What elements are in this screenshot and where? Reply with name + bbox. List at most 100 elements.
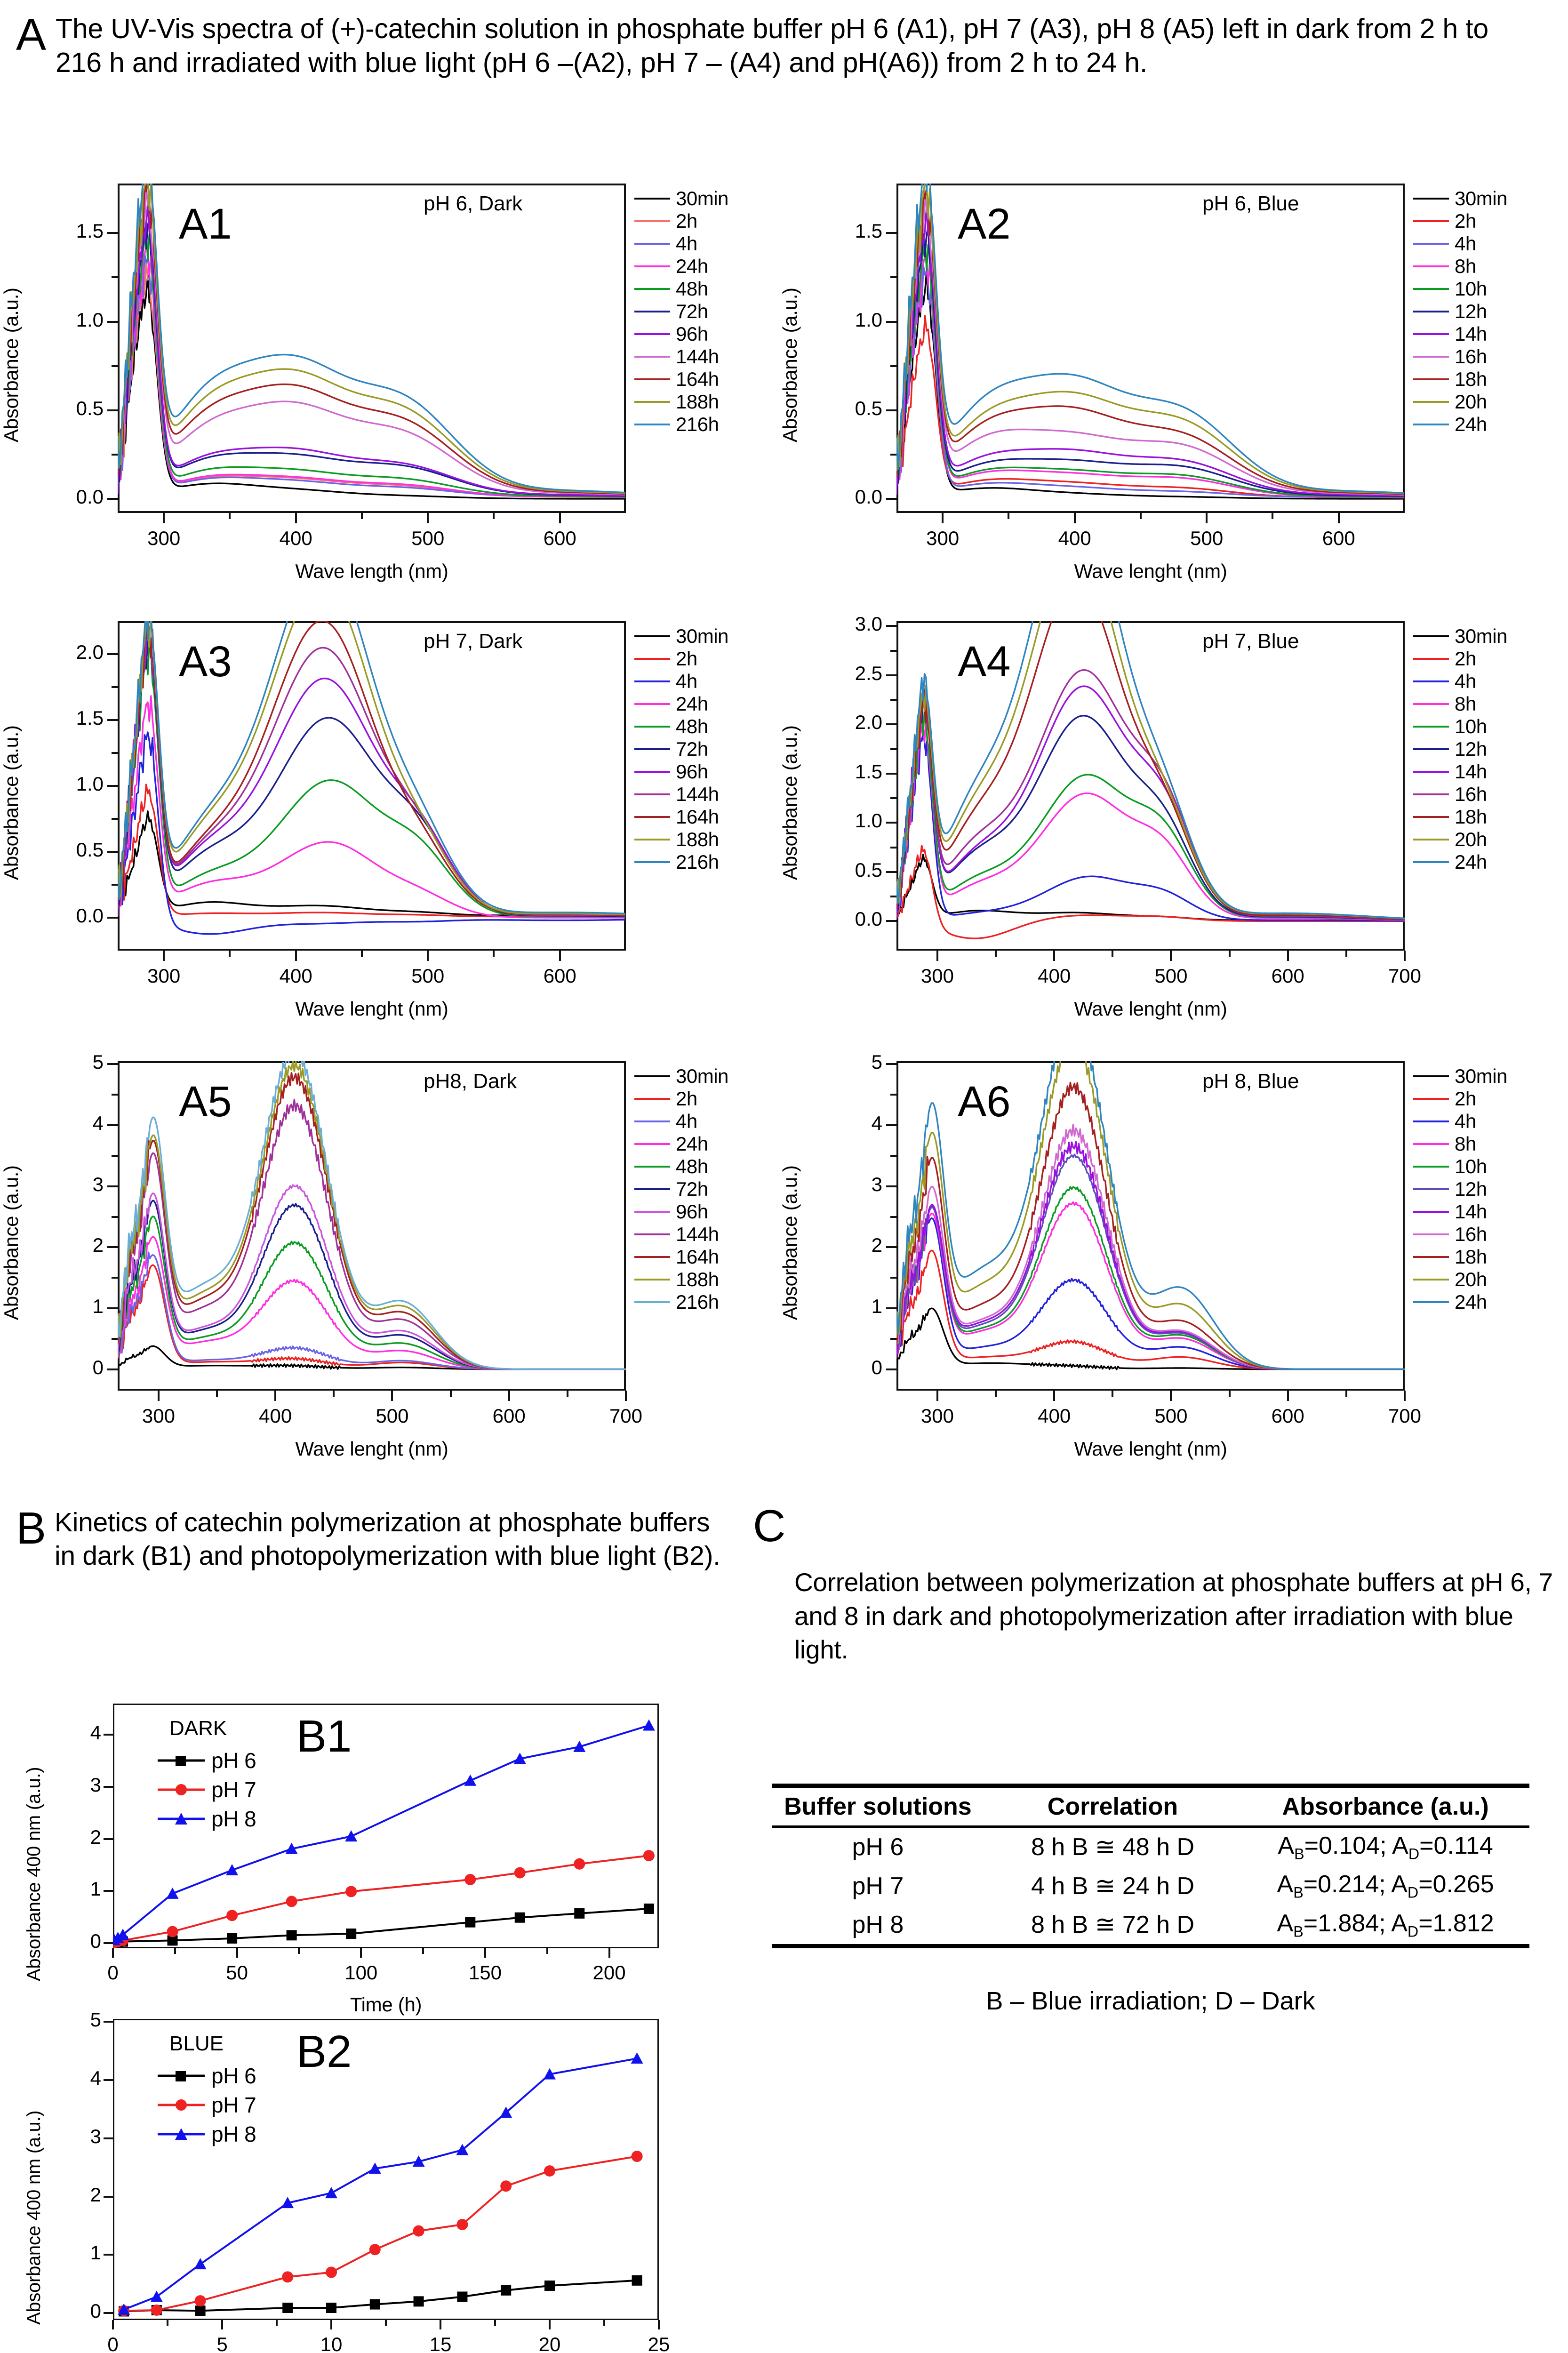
legend-line-swatch — [634, 1166, 670, 1168]
legend-label: 48h — [676, 278, 708, 300]
x-tick-label: 500 — [411, 527, 445, 549]
legend-line-swatch — [634, 243, 670, 245]
legend-item[interactable]: 20h — [1413, 1268, 1507, 1291]
legend-item[interactable]: 2h — [634, 648, 728, 670]
legend-item[interactable]: 24h — [634, 255, 728, 278]
legend-item[interactable]: pH 6 — [158, 1746, 256, 1775]
legend-item[interactable]: 16h — [1413, 345, 1507, 368]
legend-item[interactable]: 164h — [634, 1246, 728, 1268]
legend-item[interactable]: 216h — [634, 1291, 728, 1313]
legend-item[interactable]: 24h — [1413, 1291, 1507, 1313]
legend-item[interactable]: 2h — [1413, 210, 1507, 232]
legend-item[interactable]: 10h — [1413, 278, 1507, 300]
y-tick-label: 4 — [90, 1721, 101, 1744]
legend-item[interactable]: 24h — [634, 1133, 728, 1155]
legend-item[interactable]: 24h — [1413, 413, 1507, 436]
y-tick — [107, 653, 118, 655]
legend-item[interactable]: 12h — [1413, 1178, 1507, 1201]
legend-item[interactable]: 4h — [634, 232, 728, 255]
legend-item[interactable]: 72h — [634, 300, 728, 323]
condition-label: pH8, Dark — [424, 1070, 517, 1093]
cell-absorbance: AB=0.104; AD=0.114 — [1278, 1832, 1493, 1863]
legend-item[interactable]: 216h — [634, 413, 728, 436]
legend-item[interactable]: 164h — [634, 806, 728, 828]
legend-item[interactable]: 30min — [634, 187, 728, 210]
legend-item[interactable]: 48h — [634, 715, 728, 738]
data-point — [514, 1912, 525, 1923]
y-tick-label: 3 — [90, 1774, 101, 1796]
legend-item[interactable]: pH 6 — [158, 2061, 256, 2090]
legend-item[interactable]: 30min — [1413, 187, 1507, 210]
x-tick-label: 5 — [216, 2333, 228, 2353]
legend-item[interactable]: pH 7 — [158, 2090, 256, 2120]
legend-item[interactable]: 18h — [1413, 806, 1507, 828]
y-minor-tick — [112, 686, 118, 688]
legend-item[interactable]: 16h — [1413, 783, 1507, 806]
legend-item[interactable]: 30min — [634, 1065, 728, 1088]
legend-item[interactable]: 30min — [1413, 1065, 1507, 1088]
legend-item[interactable]: pH 7 — [158, 1775, 256, 1804]
y-minor-tick — [112, 1154, 118, 1157]
legend-item[interactable]: 8h — [1413, 1133, 1507, 1155]
legend-item[interactable]: 188h — [634, 1268, 728, 1291]
legend-item[interactable]: 10h — [1413, 1155, 1507, 1178]
legend-item[interactable]: 20h — [1413, 828, 1507, 851]
legend-item[interactable]: 18h — [1413, 1246, 1507, 1268]
x-tick — [295, 513, 297, 523]
legend-item[interactable]: 12h — [1413, 300, 1507, 323]
y-tick — [107, 497, 118, 500]
y-axis-label: Absorbance (a.u.) — [0, 725, 22, 880]
legend-item[interactable]: 14h — [1413, 1201, 1507, 1223]
data-point — [369, 2244, 381, 2256]
x-axis-label: Wave lenght (nm) — [295, 1438, 448, 1460]
legend-item[interactable]: 20h — [1413, 391, 1507, 413]
legend-item[interactable]: 24h — [634, 693, 728, 715]
legend-label: 8h — [1455, 1133, 1476, 1155]
legend-item[interactable]: 96h — [634, 1201, 728, 1223]
legend-item[interactable]: 216h — [634, 851, 728, 873]
legend-item[interactable]: 4h — [1413, 670, 1507, 693]
legend-item[interactable]: 16h — [1413, 1223, 1507, 1246]
x-minor-tick — [1008, 513, 1010, 519]
panel-id-a1: A1 — [179, 200, 232, 248]
legend-item[interactable]: 4h — [1413, 1110, 1507, 1133]
legend-item[interactable]: 144h — [634, 345, 728, 368]
legend-item[interactable]: 8h — [1413, 255, 1507, 278]
legend-item[interactable]: 2h — [1413, 1088, 1507, 1110]
legend-item[interactable]: 48h — [634, 278, 728, 300]
x-minor-tick — [216, 1391, 218, 1397]
legend-item[interactable]: 14h — [1413, 760, 1507, 783]
group-label: DARK — [169, 1717, 227, 1740]
legend-item[interactable]: 72h — [634, 738, 728, 760]
legend-item[interactable]: pH 8 — [158, 2120, 256, 2149]
legend-item[interactable]: 30min — [1413, 625, 1507, 648]
y-minor-tick — [112, 1216, 118, 1218]
legend-item[interactable]: 4h — [634, 670, 728, 693]
legend-item[interactable]: 4h — [1413, 232, 1507, 255]
legend-item[interactable]: 24h — [1413, 851, 1507, 873]
legend-item[interactable]: 144h — [634, 783, 728, 806]
data-point — [573, 1740, 586, 1752]
legend-item[interactable]: 188h — [634, 828, 728, 851]
legend-item[interactable]: 10h — [1413, 715, 1507, 738]
legend-item[interactable]: pH 8 — [158, 1804, 256, 1833]
legend-item[interactable]: 18h — [1413, 368, 1507, 391]
legend-item[interactable]: 2h — [634, 210, 728, 232]
legend-item[interactable]: 72h — [634, 1178, 728, 1201]
legend-item[interactable]: 144h — [634, 1223, 728, 1246]
legend-item[interactable]: 8h — [1413, 693, 1507, 715]
legend-item[interactable]: 14h — [1413, 323, 1507, 345]
legend-item[interactable]: 164h — [634, 368, 728, 391]
legend-item[interactable]: 2h — [634, 1088, 728, 1110]
legend-item[interactable]: 12h — [1413, 738, 1507, 760]
legend-item[interactable]: 30min — [634, 625, 728, 648]
x-tick — [559, 513, 561, 523]
legend-label: 12h — [1455, 738, 1487, 760]
legend-item[interactable]: 96h — [634, 323, 728, 345]
legend-item[interactable]: 4h — [634, 1110, 728, 1133]
legend-item[interactable]: 48h — [634, 1155, 728, 1178]
legend-item[interactable]: 2h — [1413, 648, 1507, 670]
legend-item[interactable]: 188h — [634, 391, 728, 413]
legend-item[interactable]: 96h — [634, 760, 728, 783]
y-minor-tick — [890, 649, 896, 652]
